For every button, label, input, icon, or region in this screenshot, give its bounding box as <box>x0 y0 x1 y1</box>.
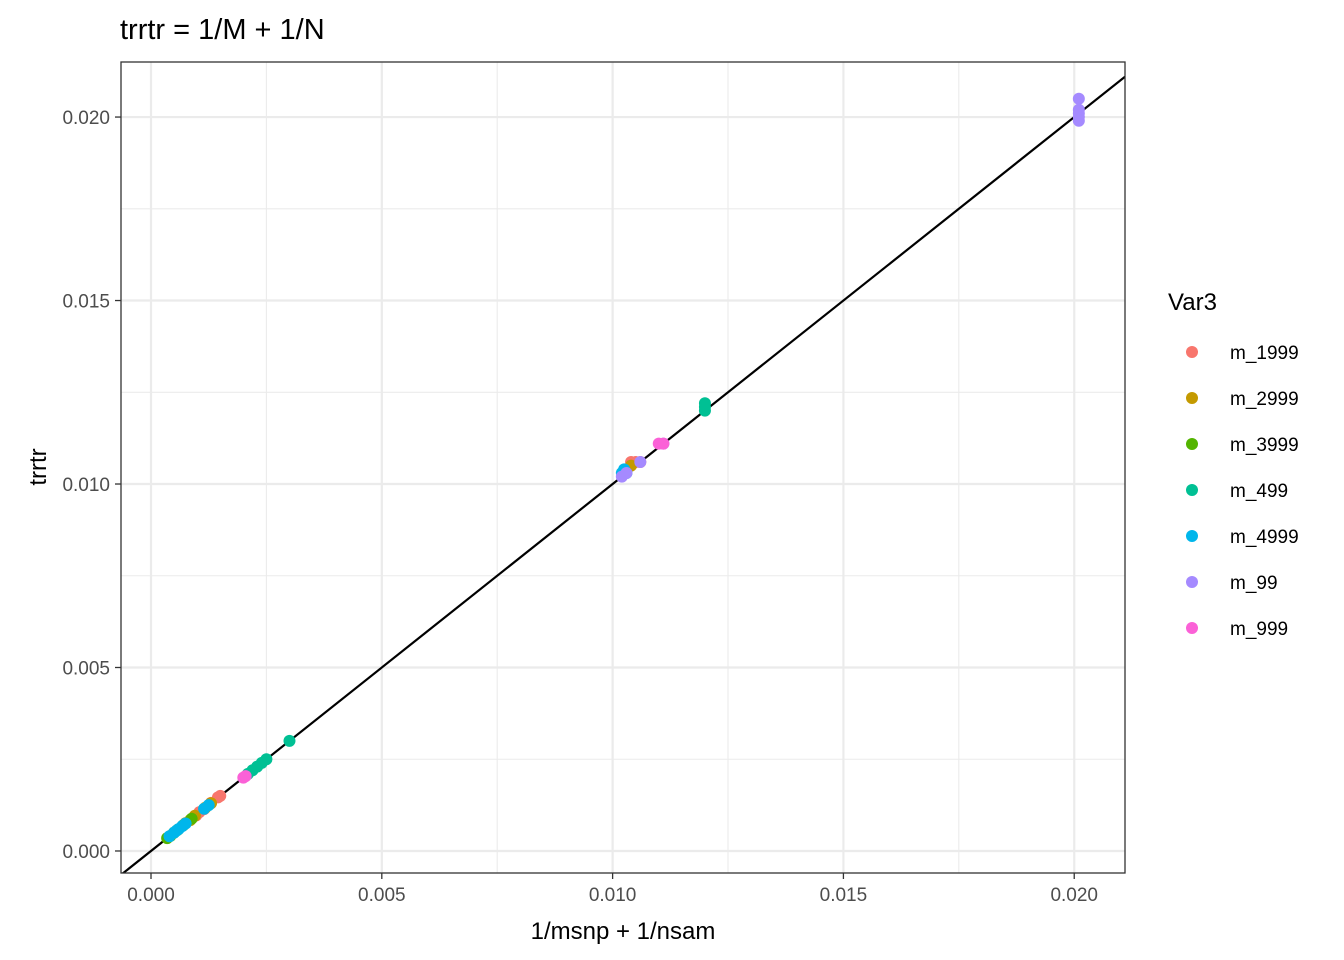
point-m_4999 <box>179 817 192 830</box>
x-tick-label: 0.005 <box>358 885 406 906</box>
legend-items: m_1999 m_2999 m_3999 m_499 m_4999 m_99 m_999 <box>1186 343 1299 640</box>
x-tick-label: 0.020 <box>1050 885 1098 906</box>
legend-label-m_499: m_499 <box>1230 481 1288 502</box>
x-tick-label: 0.000 <box>127 885 175 906</box>
x-tick-label: 0.010 <box>589 885 637 906</box>
legend-key-m_4999 <box>1186 530 1198 542</box>
legend-key-m_999 <box>1186 622 1198 634</box>
x-axis: 0.000 0.005 0.010 0.015 0.020 <box>127 873 1098 906</box>
major-grid <box>121 62 1125 873</box>
point-m_499 <box>698 404 711 417</box>
point-m_4999 <box>202 799 215 812</box>
legend-title: Var3 <box>1168 289 1217 316</box>
y-tick-label: 0.005 <box>62 658 110 679</box>
legend-label-m_999: m_999 <box>1230 619 1288 640</box>
point-m_1999 <box>214 789 227 802</box>
y-tick-label: 0.010 <box>62 475 110 496</box>
legend-key-m_3999 <box>1186 438 1198 450</box>
point-m_99 <box>634 455 647 468</box>
point-m_999 <box>657 437 670 450</box>
x-tick-label: 0.015 <box>820 885 868 906</box>
point-m_999 <box>239 770 252 783</box>
y-tick-label: 0.015 <box>62 292 110 313</box>
point-m_499 <box>260 753 273 766</box>
legend-label-m_4999: m_4999 <box>1230 527 1299 548</box>
legend: Var3 m_1999m_2999m_3999m_499m_4999m_99m_… <box>1168 289 1299 640</box>
y-tick-label: 0.000 <box>62 842 110 863</box>
y-tick-label: 0.020 <box>62 108 110 129</box>
minor-grid <box>121 62 1125 873</box>
point-m_99 <box>620 467 633 480</box>
y-axis: 0.000 0.005 0.010 0.015 0.020 <box>62 108 121 863</box>
point-m_499 <box>283 734 296 747</box>
point-m_99 <box>1072 114 1085 127</box>
point-m_99 <box>1072 92 1085 105</box>
legend-label-m_99: m_99 <box>1230 573 1278 594</box>
legend-label-m_2999: m_2999 <box>1230 389 1299 410</box>
legend-label-m_3999: m_3999 <box>1230 435 1299 456</box>
legend-key-m_499 <box>1186 484 1198 496</box>
y-axis-title: trrtr <box>25 448 52 485</box>
legend-key-m_1999 <box>1186 346 1198 358</box>
x-axis-title: 1/msnp + 1/nsam <box>531 918 716 945</box>
legend-label-m_1999: m_1999 <box>1230 343 1299 364</box>
legend-key-m_2999 <box>1186 392 1198 404</box>
data-points <box>161 92 1085 845</box>
legend-key-m_99 <box>1186 576 1198 588</box>
plot-border <box>120 61 1126 874</box>
chart-title: trrtr = 1/M + 1/N <box>120 14 325 46</box>
